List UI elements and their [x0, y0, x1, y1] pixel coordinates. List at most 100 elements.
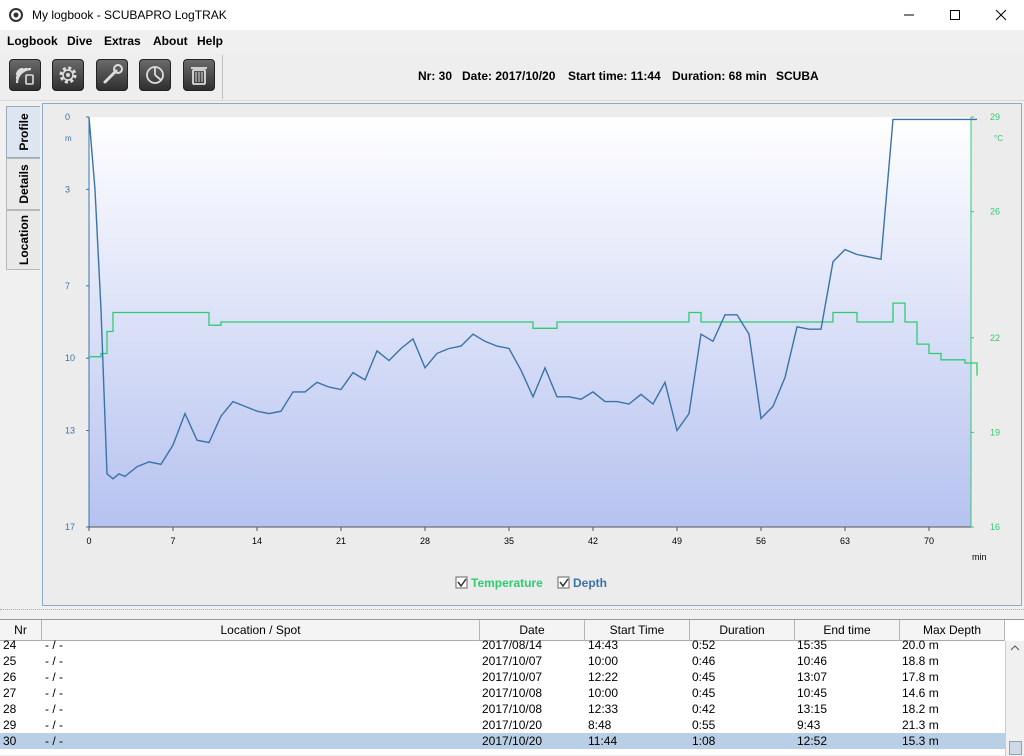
dive-number: Nr: 30 [418, 69, 453, 83]
table-cell: 27 [3, 686, 17, 700]
table-row[interactable]: 28 - / - 2017/10/08 12:33 0:42 13:15 18.2 m [0, 701, 1005, 717]
time-axis-label: min [972, 552, 987, 562]
dive-duration: Duration: 68 min [672, 69, 767, 83]
legend-temperature-toggle[interactable]: Temperature [455, 576, 543, 590]
minimize-button[interactable] [886, 0, 932, 30]
table-cell: 0:46 [692, 654, 716, 668]
time-tick-label: 21 [336, 536, 346, 546]
table-cell: 29 [3, 718, 17, 732]
temperature-series-line [89, 302, 978, 376]
close-button[interactable] [978, 0, 1024, 30]
tab-profile-label: Profile [16, 113, 31, 151]
table-cell: 18.8 m [902, 654, 939, 668]
tab-profile[interactable]: Profile [6, 106, 40, 158]
time-tick-label: 14 [252, 536, 262, 546]
dive-profile-chart: 0 3 7 10 13 17 16 19 22 26 29 0 7 14 21 28 35 42 49 56 63 7… [65, 112, 1003, 590]
table-cell: 0:55 [692, 718, 716, 732]
time-tick-label: 70 [924, 536, 934, 546]
depth-tick-label: 10 [65, 353, 75, 363]
tab-details[interactable]: Details [6, 158, 40, 210]
menu-help[interactable]: Help [197, 34, 224, 48]
window-title: My logbook - SCUBAPRO LogTRAK [32, 8, 227, 22]
temperature-tick-label: 19 [990, 427, 1000, 437]
maximize-button[interactable] [932, 0, 978, 30]
table-row[interactable]: 25 - / - 2017/10/07 10:00 0:46 10:46 18.8 m [0, 653, 1005, 669]
panel-splitter[interactable] [0, 609, 1024, 617]
table-cell: 12:52 [797, 734, 828, 748]
depth-series-line [88, 116, 977, 480]
legend-depth-checkbox[interactable] [557, 576, 570, 589]
table-cell: 20.0 m [902, 638, 939, 652]
chart-legend: Temperature Depth [455, 576, 607, 590]
table-cell: 25 [3, 654, 17, 668]
dive-list-table: Nr Location / Spot Date Start Time Durat… [0, 619, 1024, 756]
table-row[interactable]: 26 - / - 2017/10/07 12:22 0:45 13:07 17.8 m [0, 669, 1005, 685]
dive-date: Date: 2017/10/20 [462, 69, 556, 83]
delete-button[interactable] [183, 59, 215, 91]
scrollbar-thumb[interactable] [1009, 741, 1022, 755]
legend-temperature-label: Temperature [471, 576, 543, 590]
scroll-up-arrow-icon[interactable] [1010, 645, 1020, 651]
table-cell: 2017/10/08 [482, 702, 543, 716]
temperature-tick-label: 22 [990, 333, 1000, 343]
tools-button[interactable] [96, 59, 128, 91]
time-axis: 0 7 14 21 28 35 42 49 56 63 70 [86, 526, 971, 546]
menu-logbook[interactable]: Logbook [7, 34, 58, 48]
dive-type: SCUBA [776, 69, 819, 83]
column-header-date[interactable]: Date [480, 620, 585, 641]
tab-location[interactable]: Location [6, 210, 40, 270]
dive-start-time: Start time: 11:44 [568, 69, 661, 83]
table-row[interactable]: 30 - / - 2017/10/20 11:44 1:08 12:52 15.3 m [0, 733, 1005, 749]
column-header-location[interactable]: Location / Spot [42, 620, 480, 641]
depth-tick-label: 0 [65, 112, 70, 122]
table-cell: 0:45 [692, 686, 716, 700]
table-cell: 0:45 [692, 670, 716, 684]
logtrak-app-icon [9, 8, 23, 22]
menu-about[interactable]: About [153, 34, 188, 48]
menu-dive[interactable]: Dive [67, 34, 93, 48]
column-header-nr[interactable]: Nr [0, 620, 42, 641]
table-cell: 30 [3, 734, 17, 748]
column-header-start-time[interactable]: Start Time [585, 620, 690, 641]
table-cell: 12:22 [588, 670, 619, 684]
table-cell: - / - [45, 718, 63, 732]
time-tick-label: 0 [86, 536, 91, 546]
toolbar-separator [222, 55, 223, 99]
menu-extras[interactable]: Extras [104, 34, 141, 48]
table-cell: 17.8 m [902, 670, 939, 684]
table-cell: - / - [45, 638, 63, 652]
temperature-unit-label: °C [994, 134, 1003, 143]
legend-depth-toggle[interactable]: Depth [557, 576, 607, 590]
table-cell: 2017/08/14 [482, 638, 543, 652]
table-cell: 1:08 [692, 734, 716, 748]
depth-tick-label: 13 [65, 426, 75, 436]
tab-details-label: Details [16, 164, 31, 204]
column-header-end-time[interactable]: End time [795, 620, 900, 641]
column-header-duration[interactable]: Duration [690, 620, 795, 641]
table-cell: 10:45 [797, 686, 828, 700]
table-cell: 13:07 [797, 670, 828, 684]
download-dives-button[interactable] [9, 59, 41, 91]
temperature-tick-label: 26 [990, 207, 1000, 217]
table-scrollbar[interactable] [1005, 641, 1024, 756]
table-cell: 2017/10/07 [482, 654, 543, 668]
title-bar: My logbook - SCUBAPRO LogTRAK [0, 0, 1024, 30]
table-cell: - / - [45, 702, 63, 716]
dive-profile-panel: 0 3 7 10 13 17 16 19 22 26 29 0 7 14 21 28 35 42 49 56 63 7… [42, 103, 1022, 606]
toolbar: Nr: 30 Date: 2017/10/20 Start time: 11:4… [0, 53, 1024, 101]
close-icon [995, 9, 1007, 21]
column-header-max-depth[interactable]: Max Depth [900, 620, 1005, 641]
table-cell: 18.2 m [902, 702, 939, 716]
table-cell: 10:00 [588, 654, 619, 668]
checkmark-icon [457, 578, 467, 588]
table-cell: 15.3 m [902, 734, 939, 748]
table-row[interactable]: 29 - / - 2017/10/20 8:48 0:55 9:43 21.3 m [0, 717, 1005, 733]
legend-temperature-checkbox[interactable] [455, 576, 468, 589]
settings-button[interactable] [52, 59, 84, 91]
legend-depth-label: Depth [573, 576, 607, 590]
settings-gear-icon [59, 66, 77, 84]
statistics-button[interactable] [139, 59, 171, 91]
download-dives-icon [15, 67, 34, 85]
table-row[interactable]: 24 - / - 2017/08/14 14:43 0:52 15:35 20.0 m [0, 637, 1005, 653]
table-row[interactable]: 27 - / - 2017/10/08 10:00 0:45 10:45 14.6 m [0, 685, 1005, 701]
